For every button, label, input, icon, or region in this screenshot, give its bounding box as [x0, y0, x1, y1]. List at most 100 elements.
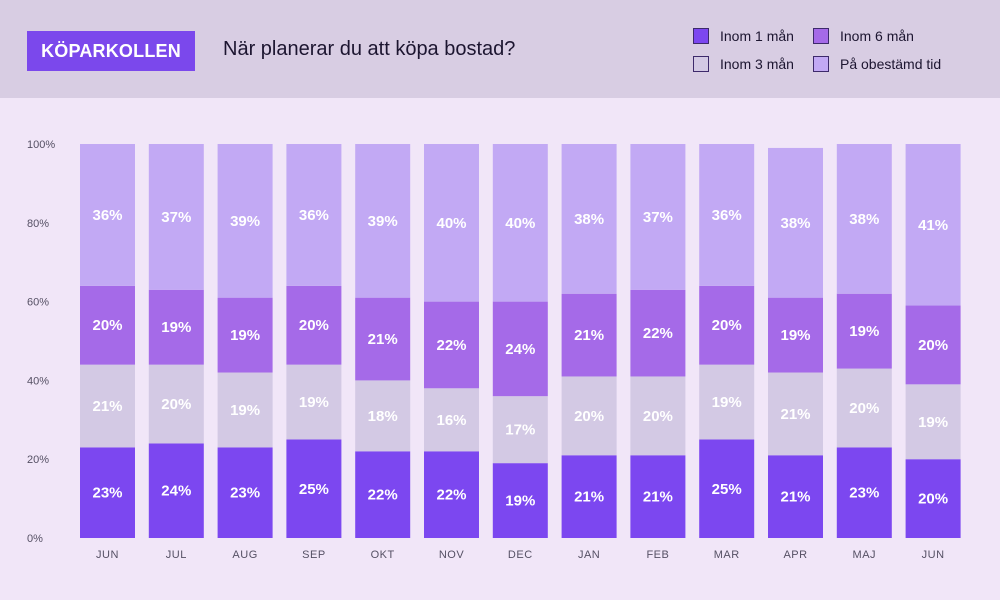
brand-logo: KÖPARKOLLEN [27, 31, 195, 71]
bar-segment [217, 447, 273, 538]
y-tick-label: 60% [27, 297, 49, 309]
data-label: 20% [712, 317, 742, 334]
bar-segment [561, 455, 617, 538]
legend: Inom 1 mån Inom 6 mån Inom 3 mån På obes… [693, 26, 983, 78]
data-label: 19% [918, 414, 948, 431]
bar-segment [768, 297, 823, 373]
bar-segment [148, 144, 204, 290]
x-tick-label: AUG [232, 549, 257, 561]
legend-swatch-pa-obestamd-tid [813, 56, 829, 72]
bar-segment [492, 396, 548, 464]
data-label: 37% [643, 209, 673, 226]
data-label: 19% [230, 402, 260, 419]
data-label: 22% [436, 337, 466, 354]
bar-segment [355, 380, 411, 452]
data-label: 20% [161, 396, 191, 413]
bar-segment [217, 297, 273, 373]
x-tick-label: MAR [714, 549, 740, 561]
data-label: 36% [92, 207, 122, 224]
x-tick-label: OKT [371, 549, 395, 561]
chart-title: När planerar du att köpa bostad? [223, 38, 516, 60]
data-label: 24% [161, 483, 191, 500]
data-label: 25% [712, 481, 742, 498]
bar-segment [630, 376, 686, 456]
x-tick-label: DEC [508, 549, 533, 561]
bar-segment [905, 384, 961, 460]
bar-segment [424, 451, 479, 538]
data-label: 19% [161, 319, 191, 336]
bar-segment [836, 293, 892, 369]
bar-segment [424, 144, 479, 302]
data-label: 22% [643, 325, 673, 342]
bar-segment [699, 364, 755, 440]
x-tick-label: JUN [922, 549, 945, 561]
x-tick-label: FEB [646, 549, 669, 561]
data-label: 36% [299, 207, 329, 224]
data-label: 19% [299, 394, 329, 411]
bar-segment [905, 305, 961, 385]
bar-segment [424, 388, 479, 452]
x-tick-label: SEP [302, 549, 326, 561]
bar-segment [699, 144, 755, 286]
x-tick-label: JUN [96, 549, 119, 561]
x-tick-label: APR [783, 549, 807, 561]
bar-segment [492, 301, 548, 397]
legend-item-inom-1-man: Inom 1 mån [693, 26, 794, 46]
bar-segment [699, 439, 755, 538]
bar-segment [286, 285, 342, 365]
bar-segment [561, 376, 617, 456]
legend-swatch-inom-6-man [813, 28, 829, 44]
bar-segment [80, 364, 135, 448]
header-bar: KÖPARKOLLEN När planerar du att köpa bos… [0, 0, 1000, 98]
bar-segment [286, 144, 342, 286]
data-label: 19% [780, 327, 810, 344]
y-tick-label: 100% [27, 139, 55, 151]
bar-segment [80, 447, 135, 538]
bar-segment [561, 144, 617, 294]
legend-swatch-inom-3-man [693, 56, 709, 72]
stacked-bar-chart: 0% 20% 40% 60% 80% 100% 23% 21% 20% 36% JUN 24% 20% 1… [27, 139, 961, 561]
bar-segment [80, 144, 135, 286]
data-label: 41% [918, 217, 948, 234]
legend-swatch-inom-1-man [693, 28, 709, 44]
data-label: 16% [436, 412, 466, 429]
legend-label-pa-obestamd-tid: På obestämd tid [840, 56, 942, 72]
data-label: 22% [436, 487, 466, 504]
bar-segment [768, 372, 823, 456]
legend-label-inom-3-man: Inom 3 mån [720, 56, 794, 72]
bar-segment [148, 364, 204, 444]
data-label: 23% [92, 485, 122, 502]
data-label: 19% [505, 493, 535, 510]
bar-segment [355, 144, 411, 298]
data-label: 40% [436, 215, 466, 232]
data-label: 39% [368, 213, 398, 230]
x-tick-label: MAJ [853, 549, 877, 561]
legend-label-inom-1-man: Inom 1 mån [720, 28, 794, 44]
data-label: 21% [780, 489, 810, 506]
bar-segment [630, 289, 686, 377]
legend-label-inom-6-man: Inom 6 mån [840, 28, 914, 44]
bar-segment [286, 364, 342, 440]
x-tick-label: JAN [578, 549, 600, 561]
bar-segment [492, 463, 548, 538]
bar-segment [768, 455, 823, 538]
bar-segment [148, 289, 204, 365]
data-label: 38% [849, 211, 879, 228]
data-label: 21% [574, 327, 604, 344]
data-label: 18% [368, 408, 398, 425]
data-label: 22% [368, 487, 398, 504]
data-label: 23% [849, 485, 879, 502]
data-label: 38% [780, 215, 810, 232]
bar-segment [424, 301, 479, 389]
bar-segment [80, 285, 135, 365]
data-label: 21% [643, 489, 673, 506]
data-label: 20% [92, 317, 122, 334]
legend-item-inom-6-man: Inom 6 mån [813, 26, 914, 46]
bar-segment [905, 459, 961, 538]
data-label: 24% [505, 341, 535, 358]
bar-segment [699, 285, 755, 365]
data-label: 40% [505, 215, 535, 232]
bar-segment [836, 368, 892, 448]
data-label: 21% [92, 398, 122, 415]
data-label: 17% [505, 422, 535, 439]
